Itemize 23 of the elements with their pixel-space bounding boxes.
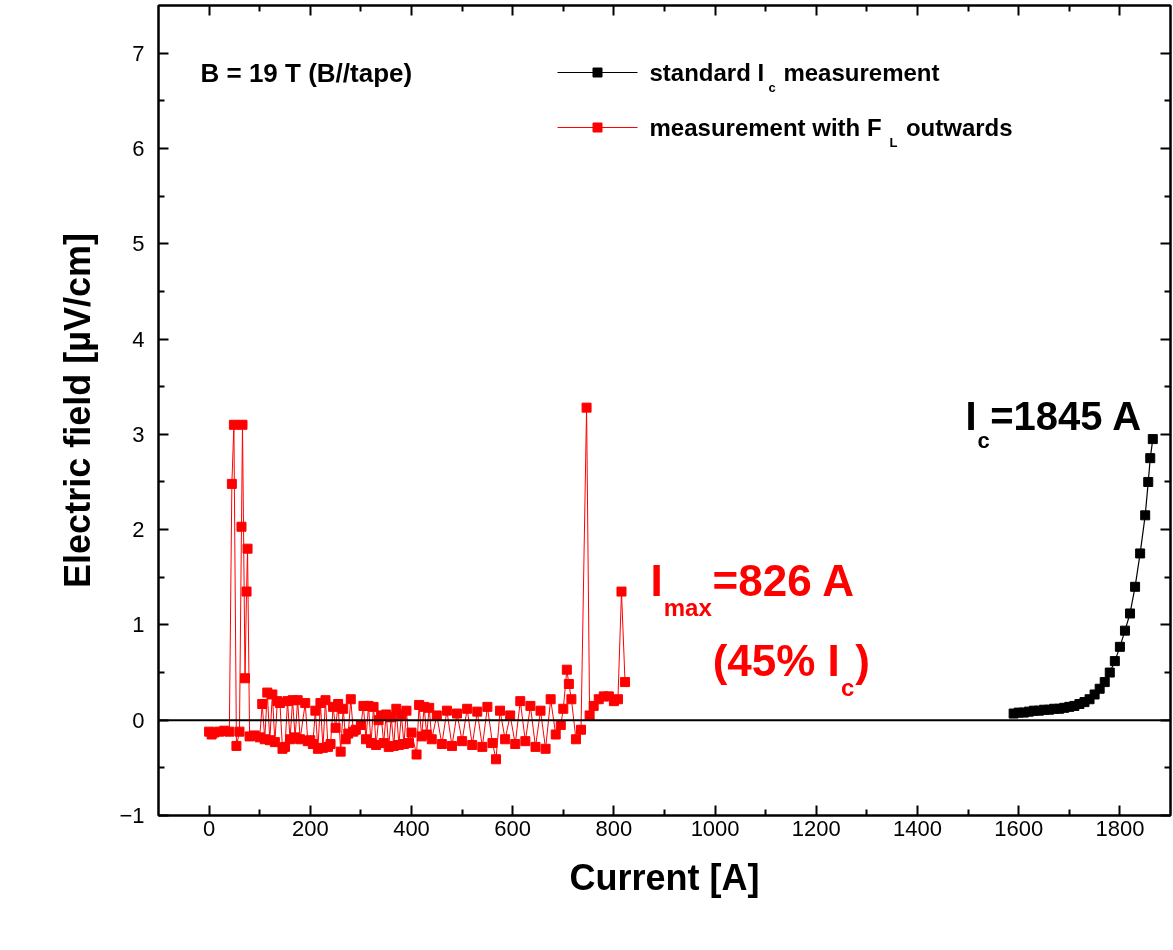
y-axis-title: Electric field [µV/cm] xyxy=(57,233,99,588)
legend-label: measurement with FL outwards xyxy=(649,114,1013,150)
y-tick-label: 2 xyxy=(132,517,145,543)
x-tick-label: 0 xyxy=(202,815,216,841)
y-tick-label: 5 xyxy=(132,231,145,257)
x-tick-label: 1600 xyxy=(994,815,1044,841)
y-tick-label: 7 xyxy=(132,40,145,66)
x-tick-label: 1200 xyxy=(791,815,841,841)
x-tick-label: 1800 xyxy=(1095,815,1145,841)
y-tick-label: 4 xyxy=(132,326,145,352)
x-tick-label: 600 xyxy=(494,815,532,841)
y-tick-label: 0 xyxy=(132,707,145,733)
x-axis-title: Current [A] xyxy=(569,856,760,898)
x-tick-label: 400 xyxy=(393,815,430,841)
y-tick-label: 6 xyxy=(132,135,145,161)
x-tick-label: 1000 xyxy=(690,815,740,841)
y-tick-label: 1 xyxy=(132,612,145,638)
y-tick-label: 3 xyxy=(132,421,145,447)
x-tick-label: 800 xyxy=(595,815,633,841)
y-tick-label: −1 xyxy=(119,803,145,828)
x-tick-label: 200 xyxy=(291,815,329,841)
annotation: B = 19 T (B//tape) xyxy=(200,57,413,88)
x-tick-label: 1400 xyxy=(893,815,942,841)
